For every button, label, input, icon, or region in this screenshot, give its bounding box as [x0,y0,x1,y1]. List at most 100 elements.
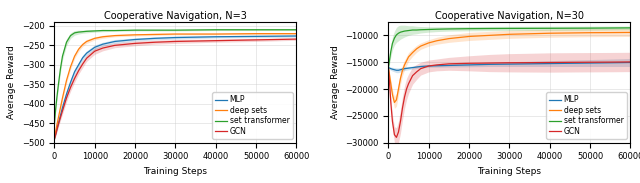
Line: set transformer: set transformer [54,30,296,123]
GCN [388,120,396,122]
MLP [79,57,86,59]
set transformer [54,83,62,85]
GCN [566,61,573,64]
deep sets [79,43,86,46]
set transformer [83,30,90,32]
GCN [385,66,392,69]
set transformer [392,34,400,36]
MLP [387,68,395,70]
set transformer [417,29,424,31]
GCN [403,88,410,90]
set transformer [59,55,67,57]
MLP [292,35,300,37]
set transformer [212,29,220,31]
deep sets [404,56,412,58]
GCN [59,110,67,112]
GCN [83,57,90,59]
MLP [586,62,594,64]
GCN [152,41,159,43]
Line: deep sets: deep sets [54,34,296,139]
GCN [52,134,60,136]
MLP [152,37,159,39]
Title: Cooperative Navigation, N=30: Cooperative Navigation, N=30 [435,11,584,21]
set transformer [56,68,64,70]
GCN [172,40,179,42]
set transformer [388,42,396,44]
deep sets [385,66,392,69]
Line: GCN: GCN [54,39,296,139]
GCN [63,97,70,99]
set transformer [99,29,107,32]
MLP [252,35,260,38]
MLP [445,64,452,67]
GCN [586,61,594,63]
MLP [54,122,62,124]
deep sets [111,35,119,37]
GCN [417,68,424,70]
Line: deep sets: deep sets [388,32,630,102]
GCN [392,136,400,139]
set transformer [172,29,179,31]
GCN [51,138,58,140]
MLP [465,64,473,66]
set transformer [425,28,433,31]
set transformer [413,29,420,31]
set transformer [292,29,300,31]
deep sets [433,40,440,42]
deep sets [386,74,394,77]
set transformer [79,31,86,33]
deep sets [586,32,594,34]
MLP [404,67,412,69]
MLP [395,69,403,71]
GCN [71,77,79,80]
GCN [413,71,420,73]
GCN [525,61,533,64]
MLP [52,133,60,135]
deep sets [606,31,614,34]
MLP [417,65,424,68]
set transformer [433,28,440,30]
deep sets [425,42,433,44]
MLP [392,69,400,71]
deep sets [54,116,62,119]
deep sets [212,33,220,35]
MLP [212,36,220,38]
MLP [172,36,179,39]
MLP [388,68,396,70]
deep sets [63,79,70,81]
MLP [67,81,74,83]
GCN [627,61,634,63]
set transformer [445,28,452,30]
GCN [387,101,395,104]
deep sets [53,124,61,126]
GCN [506,62,513,64]
deep sets [75,48,83,50]
set transformer [506,27,513,29]
deep sets [627,31,634,33]
GCN [399,107,406,109]
GCN [111,44,119,46]
MLP [506,63,513,65]
deep sets [52,131,60,133]
X-axis label: Training Steps: Training Steps [477,167,541,176]
GCN [53,129,61,131]
MLP [397,69,404,71]
deep sets [506,33,513,35]
deep sets [51,138,58,140]
set transformer [409,29,417,31]
set transformer [397,31,404,33]
GCN [91,50,99,52]
MLP [413,66,420,68]
MLP [627,61,634,64]
MLP [386,67,394,69]
Legend: MLP, deep sets, set transformer, GCN: MLP, deep sets, set transformer, GCN [546,92,627,139]
deep sets [525,33,533,35]
MLP [53,128,61,130]
Y-axis label: Average Reward: Average Reward [7,45,16,119]
MLP [401,68,408,70]
GCN [292,38,300,40]
Title: Cooperative Navigation, N=3: Cooperative Navigation, N=3 [104,11,247,21]
MLP [111,40,119,42]
deep sets [417,45,424,47]
Line: set transformer: set transformer [388,28,630,68]
